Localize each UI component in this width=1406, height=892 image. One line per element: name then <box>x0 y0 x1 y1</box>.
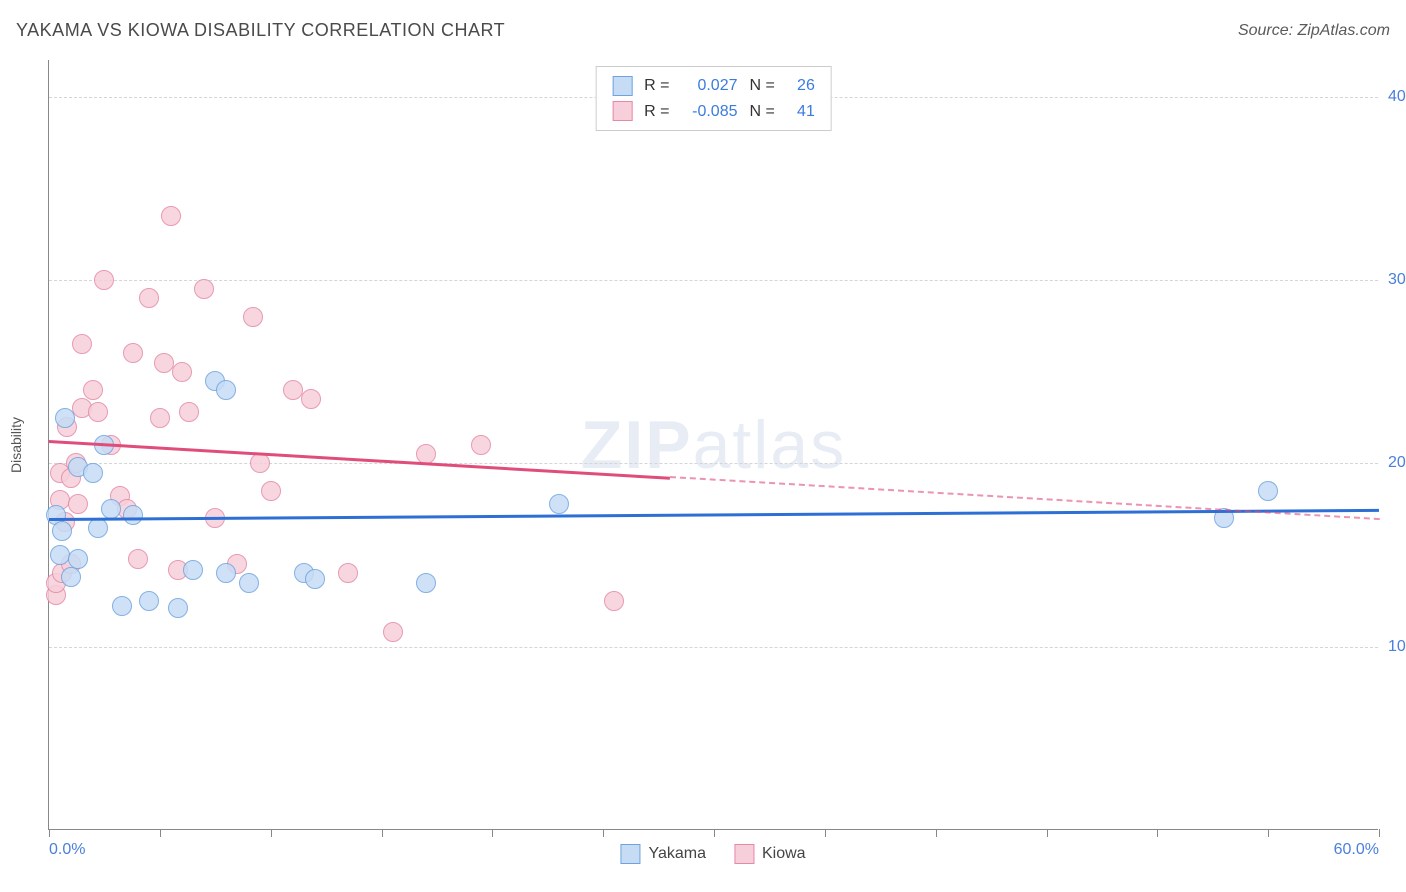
data-point <box>261 481 281 501</box>
x-tick <box>603 829 604 837</box>
x-tick <box>271 829 272 837</box>
data-point <box>83 463 103 483</box>
data-point <box>216 380 236 400</box>
data-point <box>1258 481 1278 501</box>
trend-line <box>49 509 1379 521</box>
chart-title: YAKAMA VS KIOWA DISABILITY CORRELATION C… <box>16 20 505 41</box>
y-tick-label: 20.0% <box>1388 454 1406 472</box>
stat-n-value: 26 <box>787 73 815 99</box>
x-tick <box>1379 829 1380 837</box>
data-point <box>604 591 624 611</box>
x-tick <box>49 829 50 837</box>
legend-swatch <box>612 101 632 121</box>
data-point <box>139 591 159 611</box>
x-tick <box>382 829 383 837</box>
y-tick-label: 30.0% <box>1388 271 1406 289</box>
watermark: ZIPatlas <box>581 406 846 484</box>
data-point <box>239 573 259 593</box>
legend-swatch <box>734 844 754 864</box>
data-point <box>123 505 143 525</box>
x-tick <box>1268 829 1269 837</box>
x-tick <box>714 829 715 837</box>
data-point <box>52 521 72 541</box>
data-point <box>301 389 321 409</box>
data-point <box>179 402 199 422</box>
data-point <box>50 545 70 565</box>
y-axis-title: Disability <box>8 417 24 473</box>
data-point <box>549 494 569 514</box>
data-point <box>161 206 181 226</box>
data-point <box>88 402 108 422</box>
data-point <box>416 573 436 593</box>
legend-swatch <box>620 844 640 864</box>
x-tick <box>1047 829 1048 837</box>
stats-row: R = -0.085 N = 41 <box>612 99 815 125</box>
x-tick <box>160 829 161 837</box>
data-point <box>68 549 88 569</box>
gridline <box>49 463 1378 464</box>
legend-label: Kiowa <box>762 845 806 863</box>
data-point <box>305 569 325 589</box>
x-tick-label: 60.0% <box>1334 841 1379 859</box>
data-point <box>139 288 159 308</box>
data-point <box>83 380 103 400</box>
chart-header: YAKAMA VS KIOWA DISABILITY CORRELATION C… <box>16 20 1390 41</box>
data-point <box>168 598 188 618</box>
x-tick <box>492 829 493 837</box>
data-point <box>94 270 114 290</box>
data-point <box>72 334 92 354</box>
stat-r-value: 0.027 <box>682 73 738 99</box>
trend-line <box>49 440 670 479</box>
stat-r-label: R = <box>644 99 669 125</box>
data-point <box>183 560 203 580</box>
legend-label: Yakama <box>648 845 706 863</box>
data-point <box>112 596 132 616</box>
chart-area: ZIPatlas 10.0%20.0%30.0%40.0%0.0%60.0%R … <box>48 60 1378 830</box>
data-point <box>172 362 192 382</box>
stats-box: R = 0.027 N = 26 R = -0.085 N = 41 <box>595 66 832 131</box>
stat-n-value: 41 <box>787 99 815 125</box>
stat-n-label: N = <box>750 73 775 99</box>
data-point <box>68 494 88 514</box>
data-point <box>338 563 358 583</box>
stat-r-label: R = <box>644 73 669 99</box>
data-point <box>150 408 170 428</box>
x-tick <box>936 829 937 837</box>
plot-region: ZIPatlas 10.0%20.0%30.0%40.0%0.0%60.0%R … <box>48 60 1378 830</box>
chart-source: Source: ZipAtlas.com <box>1238 22 1390 40</box>
data-point <box>216 563 236 583</box>
gridline <box>49 647 1378 648</box>
legend-item: Yakama <box>620 844 706 864</box>
stats-row: R = 0.027 N = 26 <box>612 73 815 99</box>
y-tick-label: 40.0% <box>1388 88 1406 106</box>
legend-item: Kiowa <box>734 844 806 864</box>
data-point <box>128 549 148 569</box>
x-tick <box>1157 829 1158 837</box>
data-point <box>471 435 491 455</box>
stat-n-label: N = <box>750 99 775 125</box>
data-point <box>55 408 75 428</box>
legend: Yakama Kiowa <box>620 844 805 864</box>
gridline <box>49 280 1378 281</box>
legend-swatch <box>612 76 632 96</box>
x-tick-label: 0.0% <box>49 841 85 859</box>
data-point <box>61 567 81 587</box>
data-point <box>101 499 121 519</box>
stat-r-value: -0.085 <box>682 99 738 125</box>
x-tick <box>825 829 826 837</box>
data-point <box>194 279 214 299</box>
y-tick-label: 10.0% <box>1388 638 1406 656</box>
data-point <box>250 453 270 473</box>
data-point <box>383 622 403 642</box>
data-point <box>123 343 143 363</box>
data-point <box>243 307 263 327</box>
data-point <box>88 518 108 538</box>
